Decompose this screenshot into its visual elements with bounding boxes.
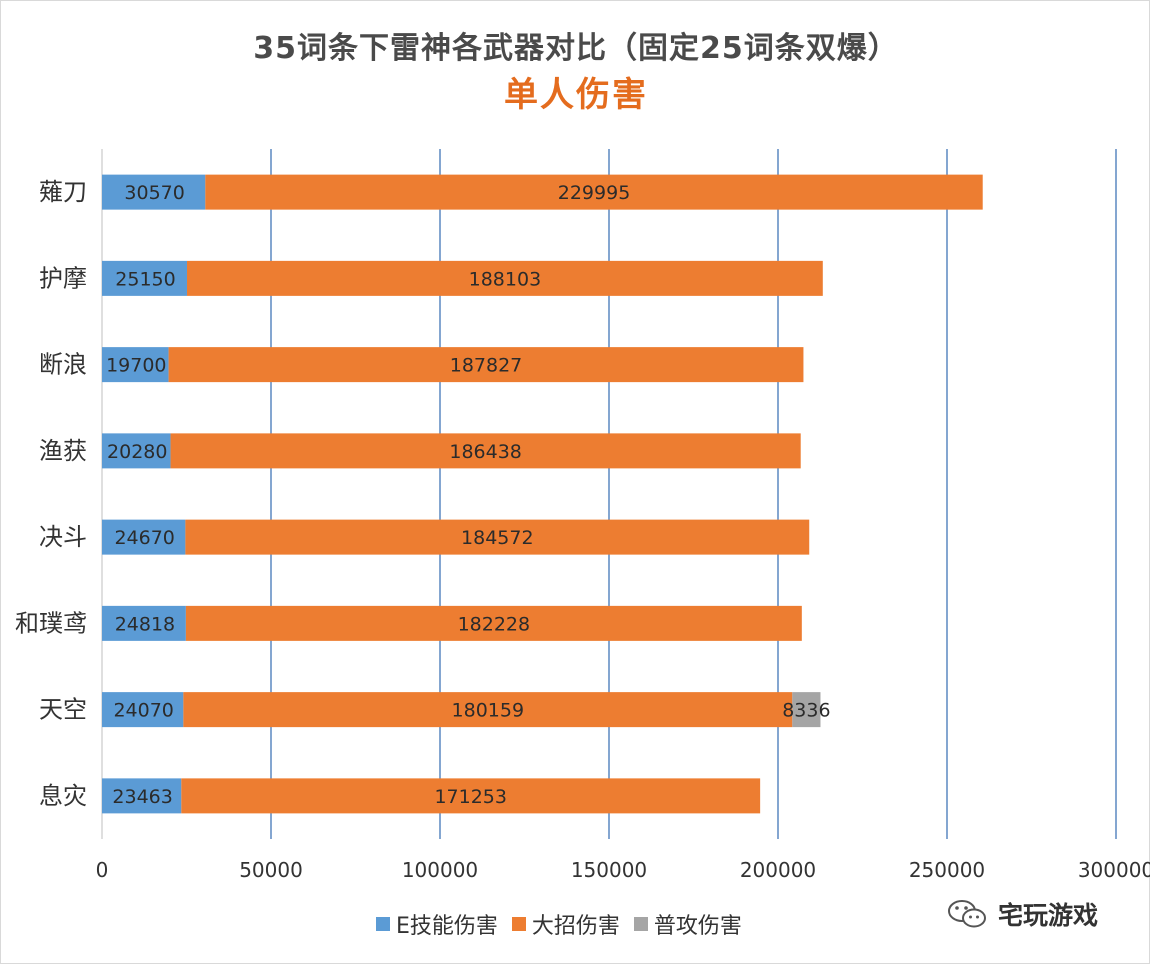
data-label: 180159 <box>452 700 525 722</box>
x-tick-label: 100000 <box>402 858 478 882</box>
bar-segment <box>102 692 184 728</box>
data-label: 187827 <box>450 355 523 377</box>
bar-segment <box>170 433 801 469</box>
category-label: 渔获 <box>39 437 87 465</box>
watermark: 宅玩游戏 <box>946 894 1098 934</box>
bar-segment <box>205 174 983 210</box>
bar-segment <box>102 174 206 210</box>
bar-segment <box>102 260 188 296</box>
legend: E技能伤害 大招伤害 普攻伤害 <box>376 909 742 939</box>
data-label: 8336 <box>782 700 830 722</box>
bar-segment <box>181 778 761 814</box>
data-label: 30570 <box>124 182 184 204</box>
category-label: 薙刀 <box>39 178 87 206</box>
bar-segment <box>102 433 171 469</box>
category-label: 天空 <box>39 696 87 724</box>
data-label: 24670 <box>114 527 174 549</box>
watermark-text: 宅玩游戏 <box>998 901 1099 930</box>
bar-segment <box>168 347 804 383</box>
bar-segment <box>102 347 169 383</box>
data-label: 188103 <box>469 268 542 290</box>
data-label: 23463 <box>112 786 172 808</box>
legend-label: 普攻伤害 <box>653 914 742 939</box>
bar-segment <box>185 605 802 641</box>
bar-segment <box>792 692 821 728</box>
chart-subtitle: 单人伤害 <box>504 75 648 115</box>
wechat-icon <box>948 900 986 928</box>
data-label: 25150 <box>115 268 175 290</box>
legend-swatch <box>511 917 526 931</box>
data-label: 19700 <box>106 355 166 377</box>
data-label: 20280 <box>107 441 167 463</box>
bar-segment <box>102 519 186 555</box>
data-label: 24818 <box>115 613 175 635</box>
x-tick-label: 300000 <box>1078 858 1150 882</box>
data-label: 182228 <box>458 613 531 635</box>
x-tick-label: 250000 <box>909 858 985 882</box>
category-label: 护摩 <box>39 264 87 292</box>
x-tick-label: 50000 <box>239 858 303 882</box>
legend-item: E技能伤害 <box>376 908 498 940</box>
data-label: 184572 <box>461 527 534 549</box>
data-label: 229995 <box>558 182 631 204</box>
category-label: 和璞鸢 <box>15 609 87 637</box>
chart-title: 35词条下雷神各武器对比（固定25词条双爆） <box>253 31 899 66</box>
legend-item: 普攻伤害 <box>633 908 742 940</box>
category-label: 决斗 <box>39 523 87 551</box>
category-label: 断浪 <box>39 351 87 379</box>
bar-segment <box>187 260 823 296</box>
legend-label: 大招伤害 <box>531 914 620 939</box>
x-tick-label: 0 <box>96 858 109 882</box>
bar-segment <box>102 605 186 641</box>
data-label: 24070 <box>113 700 173 722</box>
bar-segment <box>185 519 810 555</box>
bar-segment <box>102 778 182 814</box>
data-label: 171253 <box>434 786 507 808</box>
legend-item: 大招伤害 <box>511 908 620 940</box>
category-label: 息灾 <box>39 782 87 810</box>
legend-swatch <box>633 917 648 931</box>
x-tick-label: 150000 <box>571 858 647 882</box>
legend-swatch <box>376 917 390 931</box>
bar-segment <box>183 692 793 728</box>
legend-label: E技能伤害 <box>396 914 498 939</box>
data-label: 186438 <box>449 441 522 463</box>
x-tick-label: 200000 <box>740 858 816 882</box>
